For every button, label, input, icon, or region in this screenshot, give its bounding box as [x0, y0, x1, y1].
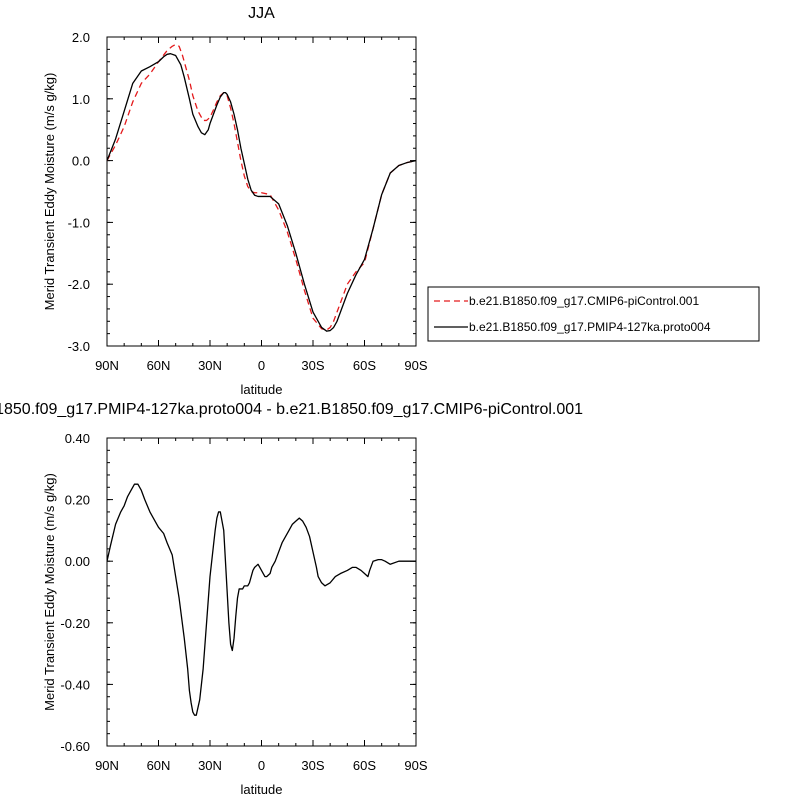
x-tick-label: 90S [404, 358, 427, 373]
x-tick-label: 60S [353, 758, 376, 773]
y-tick-label: -2.0 [68, 277, 90, 292]
x-tick-label: 90N [95, 758, 119, 773]
y-tick-label: 0.20 [65, 493, 90, 508]
x-tick-label: 60N [147, 758, 171, 773]
y-tick-label: 0.40 [65, 431, 90, 446]
series-line-1 [107, 483, 416, 716]
legend-label: b.e21.B1850.f09_g17.CMIP6-piControl.001 [469, 294, 699, 308]
series-line-1 [107, 43, 416, 331]
x-tick-label: 60N [147, 358, 171, 373]
x-tick-label: 90N [95, 358, 119, 373]
y-tick-label: -0.40 [60, 677, 90, 692]
plot-frame [106, 36, 417, 347]
chart-title: b.e21.B1850.f09_g17.PMIP4-127ka.proto004… [0, 401, 583, 418]
y-tick-label: -3.0 [68, 339, 90, 354]
x-tick-label: 0 [258, 358, 265, 373]
x-tick-label: 30N [198, 758, 222, 773]
y-axis-label: Merid Transient Eddy Moisture (m/s g/kg) [42, 473, 57, 711]
x-tick-label: 30S [301, 358, 324, 373]
x-axis-label: latitude [241, 382, 283, 397]
x-tick-label: 0 [258, 758, 265, 773]
y-tick-label: 2.0 [72, 30, 90, 45]
x-tick-label: 30N [198, 358, 222, 373]
x-axis-label: latitude [241, 782, 283, 797]
x-tick-label: 60S [353, 358, 376, 373]
y-tick-label: 1.0 [72, 92, 90, 107]
chart-panel-2: b.e21.B1850.f09_g17.PMIP4-127ka.proto004… [0, 401, 583, 797]
series-line-2 [107, 53, 416, 332]
legend-label: b.e21.B1850.f09_g17.PMIP4-127ka.proto004 [469, 320, 711, 334]
y-tick-label: 0.00 [65, 554, 90, 569]
chart-title: JJA [248, 5, 275, 22]
y-axis-label: Merid Transient Eddy Moisture (m/s g/kg) [42, 73, 57, 311]
chart-panel-1: JJA 90N 60N 30N 0 30S 60S 90S 2.0 1.0 0.0 -1.0 -2.0 -… [42, 5, 760, 397]
legend: b.e21.B1850.f09_g17.CMIP6-piControl.001b… [427, 286, 760, 342]
y-tick-label: -1.0 [68, 215, 90, 230]
y-tick-label: 0.0 [72, 154, 90, 169]
plot-frame [106, 437, 417, 747]
legend-box [427, 286, 760, 342]
y-tick-label: -0.60 [60, 739, 90, 754]
x-tick-label: 90S [404, 758, 427, 773]
y-tick-label: -0.20 [60, 616, 90, 631]
x-tick-label: 30S [301, 758, 324, 773]
